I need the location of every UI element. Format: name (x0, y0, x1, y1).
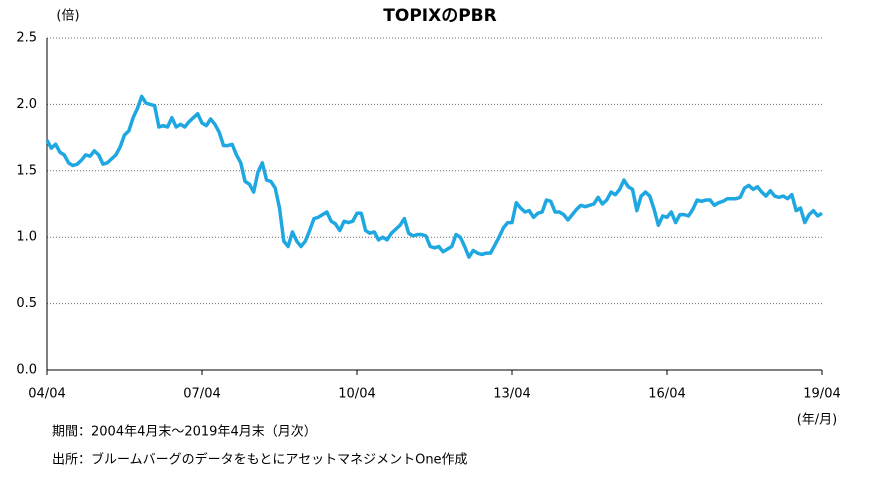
note: 期間：2004年4月末～2019年4月末（月次） (52, 424, 317, 440)
y-unit: (倍) (56, 9, 79, 24)
data-line (45, 94, 823, 259)
x-tick-label: 16/04 (648, 387, 685, 402)
y-tick-label: 1.0 (16, 230, 37, 245)
x-tick-label: 13/04 (493, 387, 530, 402)
y-tick-label: 1.5 (16, 163, 37, 178)
x-tick-label: 10/04 (338, 387, 375, 402)
y-tick-label: 0.0 (16, 363, 37, 378)
chart-title: TOPIXのPBR (383, 6, 496, 26)
y-tick-label: 2.0 (16, 97, 37, 112)
y-tick-label: 0.5 (16, 296, 37, 311)
x-tick-label: 07/04 (183, 387, 220, 402)
note: 出所：ブルームバーグのデータをもとにアセットマネジメントOne作成 (52, 452, 468, 468)
x-tick-label: 19/04 (803, 387, 840, 402)
y-tick-label: 2.5 (16, 31, 37, 46)
x-tick-label: 04/04 (28, 387, 65, 402)
x-unit: (年/月) (797, 413, 838, 428)
